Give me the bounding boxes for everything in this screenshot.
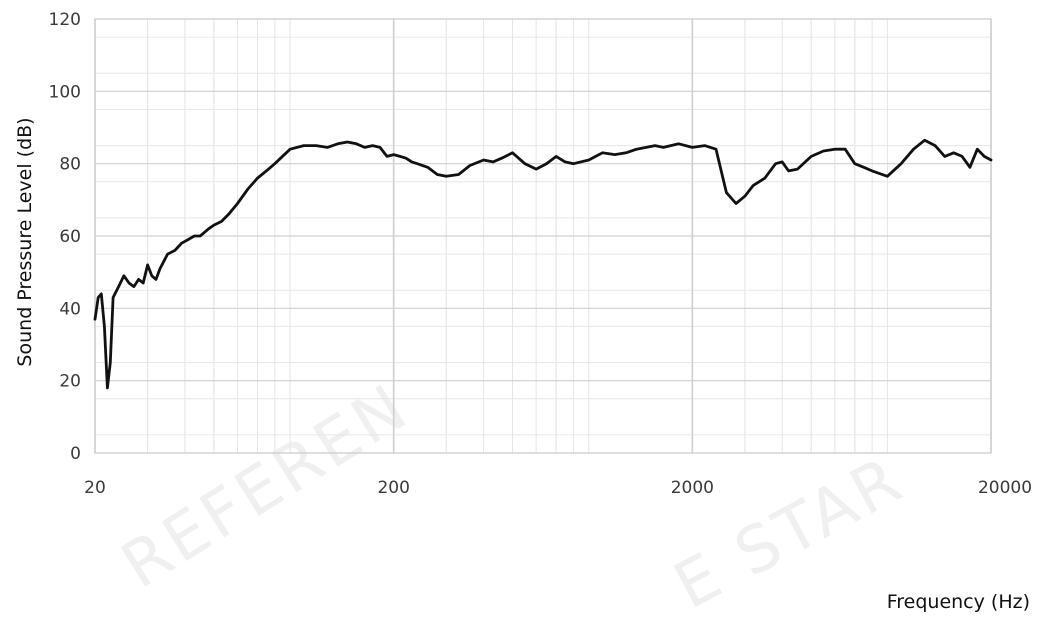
y-tick-label: 100: [49, 82, 81, 102]
y-tick-label: 20: [59, 372, 81, 392]
series-layer: [93, 138, 993, 390]
y-axis-tick-labels: 0 20 40 60 80 100 120: [49, 10, 81, 464]
plot-area-border: [94, 18, 992, 454]
series-line: [93, 138, 993, 390]
x-axis-tick-labels: 20 200 2000 20000: [84, 478, 1032, 498]
major-gridlines: [94, 18, 992, 454]
x-axis-title: Frequency (Hz): [887, 591, 1030, 613]
x-tick-label: 200: [377, 478, 409, 498]
y-tick-label: 0: [70, 444, 81, 464]
y-tick-label: 40: [59, 299, 81, 319]
x-tick-label: 20: [84, 478, 106, 498]
plot-border: [94, 18, 992, 454]
x-tick-label: 2000: [671, 478, 714, 498]
watermark-text-1: REFEREN: [109, 370, 422, 604]
y-tick-label: 80: [59, 155, 81, 175]
y-tick-label: 60: [59, 227, 81, 247]
watermark-text-2: E STAR: [663, 442, 917, 617]
x-tick-label: 20000: [978, 478, 1032, 498]
y-tick-label: 120: [49, 10, 81, 30]
y-axis-title: Sound Pressure Level (dB): [14, 117, 36, 366]
